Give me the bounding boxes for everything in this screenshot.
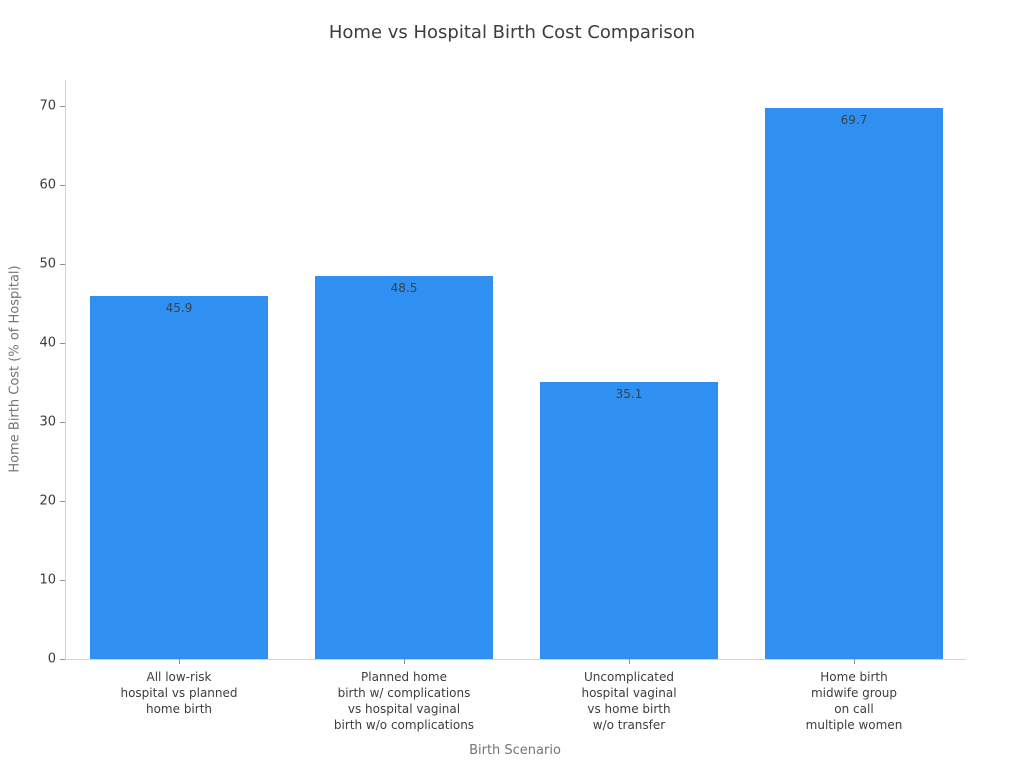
x-category-label-line: vs home birth <box>587 702 671 716</box>
y-tick-mark <box>60 263 65 265</box>
y-tick-label: 30 <box>39 414 56 430</box>
y-tick-label: 0 <box>47 651 56 667</box>
bar: 48.5 <box>315 276 493 659</box>
x-category-label-line: birth w/ complications <box>337 686 471 700</box>
y-tick-mark <box>60 658 65 660</box>
x-category-label-line: birth w/o complications <box>333 718 475 732</box>
x-tick-mark <box>854 659 855 664</box>
x-category-label: Planned home birth w/ complications vs hos… <box>284 669 524 733</box>
plot-area: 0 10 20 30 40 50 60 70 45.9 All low-risk hospital … <box>39 80 966 732</box>
x-category-label-line: Planned home <box>361 670 447 684</box>
x-category-label-line: All low-risk <box>146 670 212 684</box>
x-category-label-line: vs hospital vaginal <box>347 702 461 716</box>
y-tick-label: 10 <box>39 572 56 588</box>
bar-value-label: 35.1 <box>615 387 643 401</box>
x-category-label-line: home birth <box>145 702 213 716</box>
bar-value-label: 69.7 <box>840 113 868 127</box>
x-category-label-line: Home birth <box>820 670 888 684</box>
y-tick-mark <box>60 421 65 423</box>
y-tick-mark <box>60 342 65 344</box>
bar: 45.9 <box>90 296 268 659</box>
y-axis-title: Home Birth Cost (% of Hospital) <box>7 265 23 473</box>
x-category-label: Home birth midwife group on call multiple w… <box>734 669 974 733</box>
x-category-label: Uncomplicated hospital vaginal vs home bir… <box>509 669 749 733</box>
x-tick-mark <box>629 659 630 664</box>
bar: 69.7 <box>765 108 943 659</box>
y-tick-label: 20 <box>39 493 56 509</box>
x-category-label-line: multiple women <box>805 718 903 732</box>
y-tick-mark <box>60 105 65 107</box>
bar-value-label: 45.9 <box>165 301 193 315</box>
x-category-label-line: midwife group <box>810 686 898 700</box>
y-tick-label: 60 <box>39 177 56 193</box>
y-tick-label: 40 <box>39 335 56 351</box>
x-category-label-line: on call <box>834 702 874 716</box>
bar: 35.1 <box>540 382 718 659</box>
y-tick-label: 50 <box>39 256 56 272</box>
y-tick-label: 70 <box>39 98 56 114</box>
x-category-label: All low-risk hospital vs planned home birt… <box>59 669 299 717</box>
x-category-label-line: hospital vs planned <box>120 686 238 700</box>
x-tick-mark <box>179 659 180 664</box>
x-category-label-line: hospital vaginal <box>581 686 677 700</box>
x-axis-title: Birth Scenario <box>469 743 561 758</box>
chart-title: Home vs Hospital Birth Cost Comparison <box>328 22 696 43</box>
x-tick-mark <box>404 659 405 664</box>
y-tick-mark <box>60 500 65 502</box>
y-tick-mark <box>60 184 65 186</box>
y-tick-mark <box>60 579 65 581</box>
x-category-label-line: Uncomplicated <box>584 670 674 684</box>
bar-value-label: 48.5 <box>390 281 418 295</box>
x-category-label-line: w/o transfer <box>592 718 666 732</box>
